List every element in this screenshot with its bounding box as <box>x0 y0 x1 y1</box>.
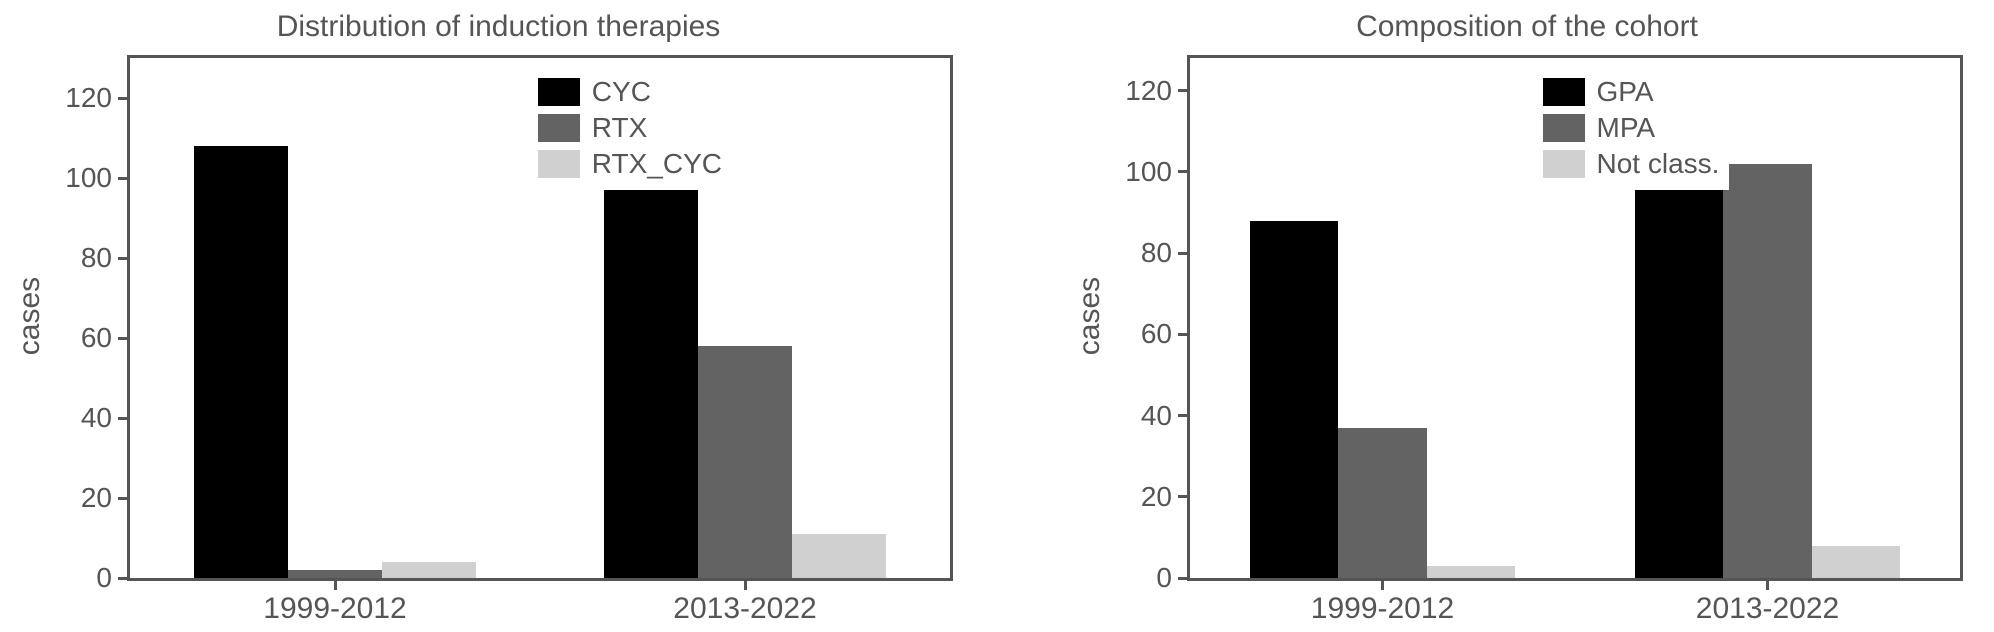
right-ytick-label: 40 <box>1141 400 1172 432</box>
left-bar <box>792 534 886 578</box>
right-spine-left <box>1187 55 1190 581</box>
right-legend-label: GPA <box>1597 76 1654 108</box>
right-ytick <box>1178 89 1190 92</box>
right-ytick <box>1178 495 1190 498</box>
right-spine-bottom <box>1187 578 1963 581</box>
left-ytick <box>118 497 130 500</box>
left-ytick <box>118 97 130 100</box>
left-ytick-label: 80 <box>81 242 112 274</box>
left-legend-label: CYC <box>592 76 651 108</box>
left-ytick-label: 120 <box>65 82 112 114</box>
left-ytick <box>118 577 130 580</box>
right-bar <box>1338 428 1427 578</box>
left-chart-title: Distribution of induction therapies <box>0 10 997 44</box>
right-ytick-label: 100 <box>1125 156 1172 188</box>
right-ytick <box>1178 577 1190 580</box>
left-ytick-label: 0 <box>96 562 112 594</box>
left-legend-swatch <box>538 150 580 178</box>
right-legend: GPA MPA Not class. <box>1537 66 1730 190</box>
left-xtick-label: 1999-2012 <box>263 592 406 626</box>
left-bar <box>194 146 288 578</box>
right-xtick <box>1381 578 1384 590</box>
left-ytick <box>118 417 130 420</box>
left-ytick-label: 40 <box>81 402 112 434</box>
right-legend-item: Not class. <box>1543 148 1720 180</box>
right-ytick-label: 20 <box>1141 481 1172 513</box>
left-legend-item: CYC <box>538 76 722 108</box>
left-legend-label: RTX <box>592 112 648 144</box>
left-spine-left <box>127 55 130 581</box>
left-ytick <box>118 337 130 340</box>
right-chart-plot-area: 0204060801001201999-20122013-2022GPAMPAN… <box>1190 55 1963 578</box>
left-ytick-label: 20 <box>81 482 112 514</box>
right-y-axis-label: cases <box>1073 277 1107 355</box>
left-bar <box>288 570 382 578</box>
left-spine-bottom <box>127 578 953 581</box>
right-ytick <box>1178 333 1190 336</box>
left-xtick <box>744 578 747 590</box>
left-y-axis-label: cases <box>13 277 47 355</box>
left-ytick <box>118 177 130 180</box>
left-legend-item: RTX_CYC <box>538 148 722 180</box>
right-ytick <box>1178 170 1190 173</box>
left-legend: CYC RTX RTX_CYC <box>532 66 732 190</box>
right-xtick-label: 2013-2022 <box>1696 592 1839 626</box>
right-legend-swatch <box>1543 150 1585 178</box>
left-legend-item: RTX <box>538 112 722 144</box>
right-ytick-label: 0 <box>1156 562 1172 594</box>
right-ytick <box>1178 414 1190 417</box>
left-bar <box>382 562 476 578</box>
left-panel: Distribution of induction therapies case… <box>0 0 997 632</box>
left-legend-swatch <box>538 114 580 142</box>
right-bar <box>1427 566 1516 578</box>
right-ytick-label: 60 <box>1141 318 1172 350</box>
left-ytick-label: 100 <box>65 162 112 194</box>
right-legend-swatch <box>1543 114 1585 142</box>
right-bar <box>1723 164 1812 578</box>
right-legend-item: MPA <box>1543 112 1720 144</box>
right-bar <box>1250 221 1339 579</box>
left-ytick-label: 60 <box>81 322 112 354</box>
right-legend-item: GPA <box>1543 76 1720 108</box>
left-legend-swatch <box>538 78 580 106</box>
right-panel: Composition of the cohort cases 0 20 40 60 8… <box>1060 0 1994 632</box>
left-chart-plot-area: 0204060801001201999-20122013-2022CYCRTXR… <box>130 55 953 578</box>
left-xtick <box>334 578 337 590</box>
left-xtick-label: 2013-2022 <box>673 592 816 626</box>
right-bar <box>1812 546 1901 579</box>
left-legend-label: RTX_CYC <box>592 148 722 180</box>
right-xtick <box>1766 578 1769 590</box>
left-bar <box>698 346 792 578</box>
left-ytick <box>118 257 130 260</box>
right-chart-title: Composition of the cohort <box>1060 10 1994 44</box>
right-ytick-label: 80 <box>1141 237 1172 269</box>
right-ytick-label: 120 <box>1125 75 1172 107</box>
right-legend-swatch <box>1543 78 1585 106</box>
right-legend-label: MPA <box>1597 112 1656 144</box>
right-xtick-label: 1999-2012 <box>1311 592 1454 626</box>
right-legend-label: Not class. <box>1597 148 1720 180</box>
right-ytick <box>1178 252 1190 255</box>
figure: Distribution of induction therapies case… <box>0 0 1994 632</box>
